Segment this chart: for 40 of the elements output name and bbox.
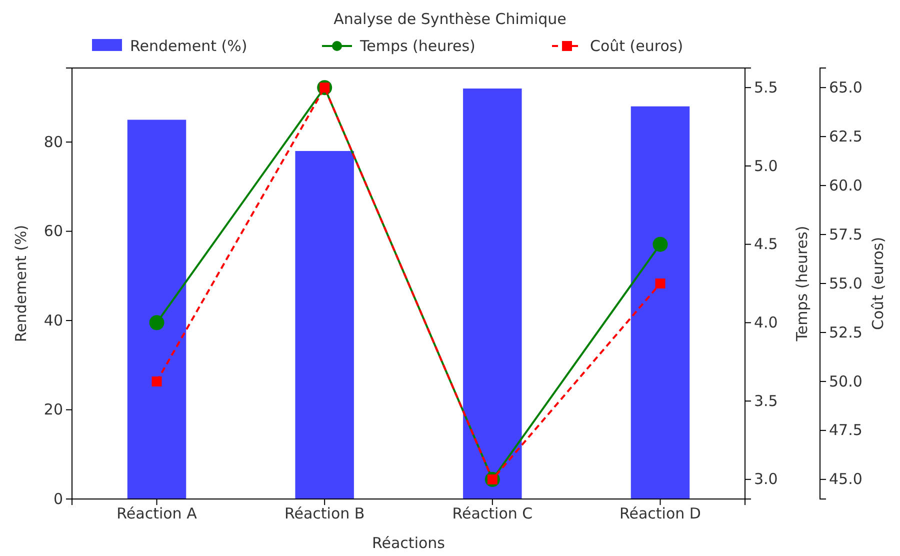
y2-tick-label: 3.5	[754, 392, 778, 410]
bar	[630, 106, 690, 499]
y-tick-label: 80	[44, 132, 63, 151]
chart-title: Analyse de Synthèse Chimique	[334, 10, 566, 28]
point	[655, 278, 666, 288]
y3-tick-label: 55.0	[829, 274, 862, 292]
bar	[463, 88, 522, 499]
point	[152, 376, 162, 386]
y3-tick-label: 62.5	[829, 127, 862, 146]
y2-tick-label: 4.0	[754, 313, 778, 332]
y-tick-label: 0	[53, 490, 63, 508]
y-axis-title: Rendement (%)	[12, 224, 30, 342]
x-axis-title: Réactions	[372, 534, 446, 552]
legend-label: Temps (heures)	[359, 37, 476, 55]
y3-tick-label: 45.0	[829, 470, 862, 488]
y3-axis-title: Coût (euros)	[869, 236, 887, 330]
point	[652, 236, 668, 252]
x-tick-label: Réaction B	[284, 504, 365, 523]
y2-axis-title: Temps (heures)	[793, 226, 811, 342]
bar	[127, 120, 186, 499]
y3-tick-label: 50.0	[829, 372, 862, 390]
legend-label: Coût (euros)	[590, 37, 684, 55]
point	[149, 315, 164, 330]
y-tick-label: 20	[44, 400, 63, 419]
legend-label: Rendement (%)	[130, 37, 248, 55]
y2-tick-label: 5.5	[754, 78, 778, 96]
y3-tick-label: 47.5	[829, 421, 862, 440]
x-tick-label: Réaction C	[452, 504, 533, 523]
bar	[295, 150, 354, 499]
y3-tick-label: 60.0	[829, 176, 862, 194]
y2-tick-label: 5.0	[754, 156, 778, 175]
x-tick-label: Réaction A	[116, 504, 198, 523]
y-tick-label: 40	[44, 311, 63, 330]
y-tick-label: 60	[44, 222, 63, 240]
y2-tick-label: 4.5	[754, 235, 778, 254]
y2-tick-label: 3.0	[754, 470, 778, 488]
y3-tick-label: 57.5	[829, 225, 862, 244]
x-tick-label: Réaction D	[620, 504, 701, 523]
y3-tick-label: 52.5	[829, 323, 862, 342]
y3-tick-label: 65.0	[829, 78, 862, 96]
